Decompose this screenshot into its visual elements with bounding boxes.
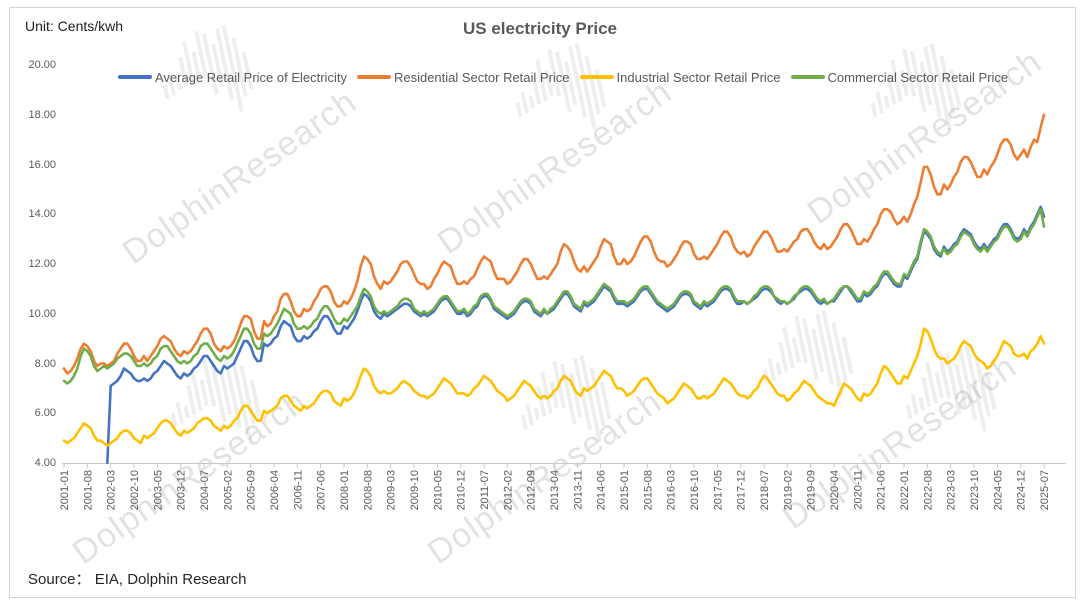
- x-tick-label: 2022-01: [899, 470, 911, 510]
- source-note: Source： EIA, Dolphin Research: [28, 571, 247, 588]
- x-tick-label: 2016-10: [689, 470, 701, 510]
- x-tick-label: 2010-05: [432, 470, 444, 510]
- x-tick-label: 2001-01: [59, 470, 71, 510]
- x-tick-label: 2020-04: [829, 470, 841, 510]
- x-tick-label: 2021-06: [876, 470, 888, 510]
- y-tick-label: 12.00: [28, 258, 56, 270]
- x-tick-label: 2017-12: [736, 470, 748, 510]
- x-tick-label: 2003-12: [176, 470, 188, 510]
- x-tick-label: 2005-09: [246, 470, 258, 510]
- legend-item-residential: Residential Sector Retail Price: [356, 69, 570, 85]
- legend-item-commercial: Commercial Sector Retail Price: [790, 69, 1009, 85]
- x-tick-label: 2006-11: [292, 470, 304, 510]
- legend-line-swatch: [790, 74, 825, 80]
- x-tick-label: 2013-04: [549, 470, 561, 510]
- x-tick-label: 2014-06: [596, 470, 608, 510]
- series-line-average-retail-price-of-electricity: [106, 205, 1046, 465]
- y-tick-label: 4.00: [34, 457, 56, 469]
- legend-line-swatch: [579, 74, 614, 80]
- x-tick-label: 2005-02: [222, 470, 234, 510]
- x-tick-label: 2024-05: [992, 470, 1004, 510]
- y-tick-label: 18.00: [28, 108, 56, 121]
- x-tick-label: 2012-02: [502, 470, 514, 510]
- x-tick-label: 2003-05: [152, 470, 164, 510]
- x-tick-label: 2023-03: [946, 470, 958, 510]
- x-tick-label: 2025-07: [1039, 470, 1051, 510]
- series-line-industrial-sector-retail-price: [62, 327, 1046, 447]
- y-tick-label: 8.00: [34, 357, 56, 370]
- y-tick-label: 16.00: [28, 158, 56, 171]
- legend-label: Average Retail Price of Electricity: [155, 69, 347, 85]
- legend-item-industrial: Industrial Sector Retail Price: [579, 69, 781, 85]
- x-tick-label: 2004-07: [199, 470, 211, 510]
- series-line-commercial-sector-retail-price: [62, 208, 1046, 385]
- x-tick-label: 2015-08: [642, 470, 654, 510]
- x-tick-label: 2002-10: [129, 470, 141, 510]
- x-tick-label: 2008-08: [362, 470, 374, 510]
- x-tick-label: 2011-07: [479, 470, 491, 510]
- x-tick-label: 2002-03: [106, 470, 118, 510]
- y-tick-label: 6.00: [34, 407, 56, 420]
- legend: Average Retail Price of Electricity Resi…: [118, 69, 1008, 85]
- x-tick-label: 2019-02: [782, 470, 794, 510]
- x-tick-label: 2024-12: [1016, 470, 1028, 510]
- y-tick-label: 20.00: [28, 59, 56, 71]
- unit-label: Unit: Cents/kwh: [25, 18, 124, 34]
- x-tick-label: 2017-05: [712, 470, 724, 510]
- legend-label: Industrial Sector Retail Price: [616, 69, 781, 85]
- x-tick-label: 2020-11: [852, 470, 864, 510]
- x-tick-label: 2022-08: [922, 470, 934, 510]
- x-tick-label: 2006-04: [269, 470, 281, 510]
- legend-label: Residential Sector Retail Price: [393, 69, 570, 85]
- x-tick-label: 2015-01: [619, 470, 631, 510]
- x-tick-label: 2007-06: [316, 470, 328, 510]
- series-line-residential-sector-retail-price: [62, 113, 1046, 375]
- legend-line-swatch: [118, 74, 152, 80]
- x-tick-label: 2023-10: [969, 470, 981, 510]
- chart-title: US electricity Price: [462, 19, 618, 38]
- x-tick-label: 2013-11: [572, 470, 584, 510]
- x-tick-label: 2001-08: [82, 470, 94, 510]
- legend-label: Commercial Sector Retail Price: [827, 69, 1009, 85]
- x-tick-label: 2016-03: [666, 470, 678, 510]
- x-tick-label: 2008-01: [339, 470, 351, 510]
- y-tick-label: 10.00: [28, 307, 56, 320]
- x-tick-label: 2019-09: [806, 470, 818, 510]
- y-tick-label: 14.00: [28, 208, 56, 221]
- x-tick-label: 2012-09: [526, 470, 538, 510]
- x-tick-label: 2010-12: [456, 470, 468, 510]
- x-tick-label: 2018-07: [759, 470, 771, 510]
- legend-item-average: Average Retail Price of Electricity: [118, 70, 347, 85]
- x-tick-label: 2009-10: [409, 470, 421, 510]
- x-tick-label: 2009-03: [386, 470, 398, 510]
- legend-line-swatch: [356, 74, 391, 80]
